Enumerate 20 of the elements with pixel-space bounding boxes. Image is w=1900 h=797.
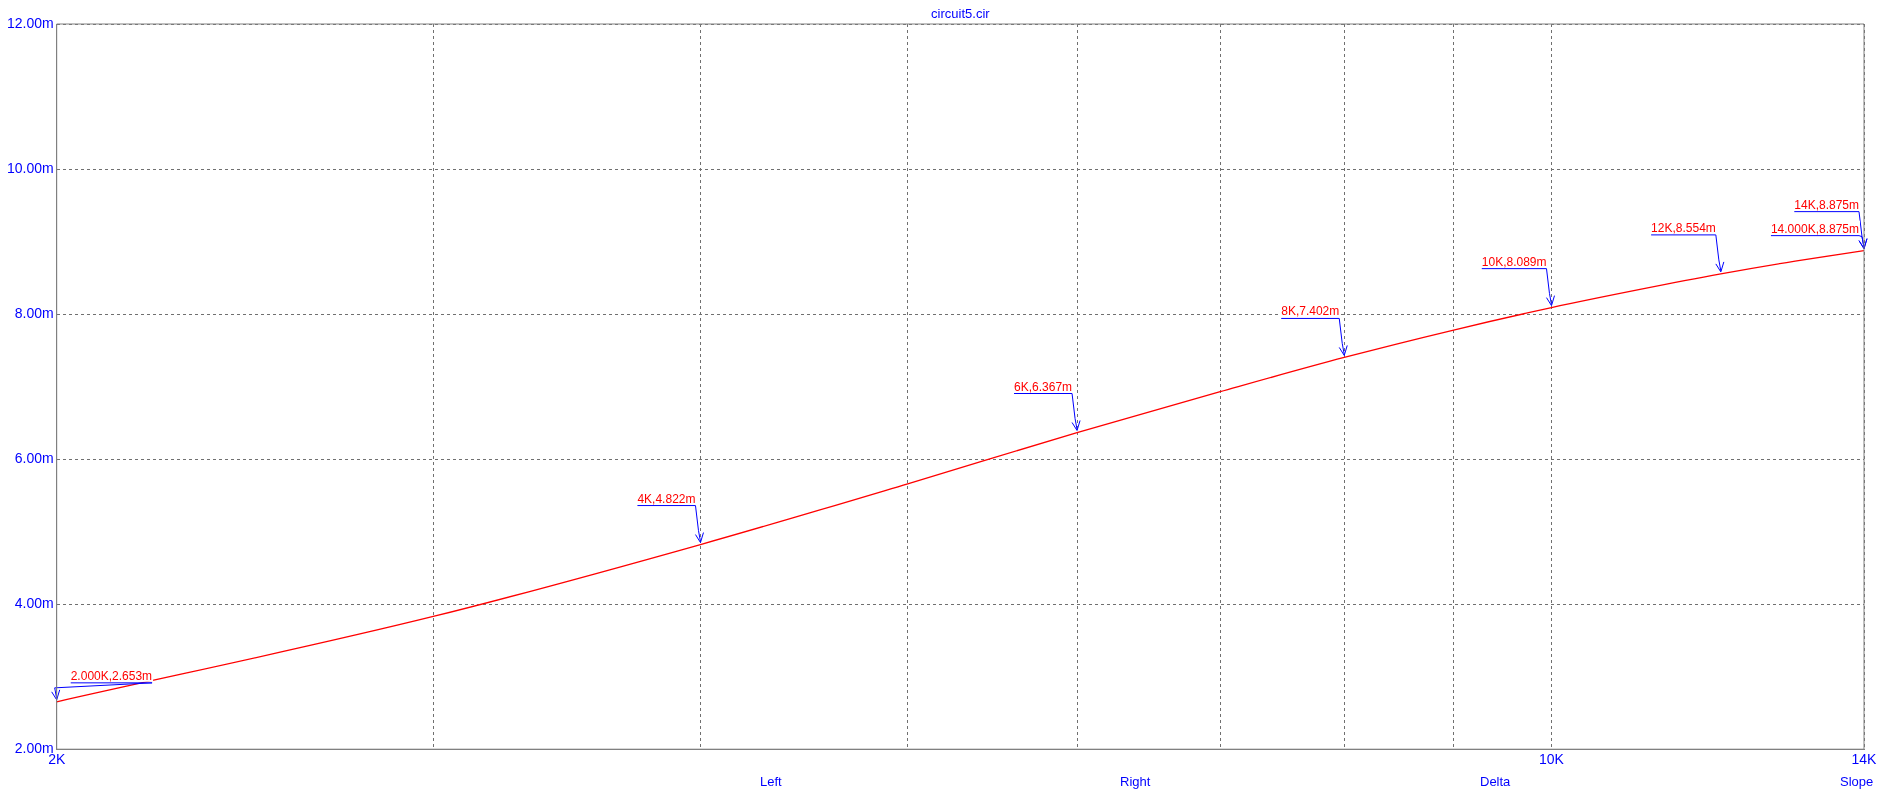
y-tick-label: 10.00m xyxy=(6,159,54,176)
y-tick-label: 4.00m xyxy=(14,595,54,612)
text: Slope xyxy=(1840,774,1874,789)
x-tick-label: 14K xyxy=(1851,751,1878,768)
annotation: 4K,4.822m xyxy=(637,491,696,506)
x-tick-label: 10K xyxy=(1539,751,1565,768)
y-tick-label: 12.00m xyxy=(6,14,54,31)
chart-title: circuit5.cir xyxy=(931,6,991,22)
text: Right xyxy=(1120,774,1151,789)
annotation: 10K,8.089m xyxy=(1481,254,1547,269)
text: Left xyxy=(760,774,782,789)
y-tick-label: 6.00m xyxy=(14,449,54,466)
y-tick-label: 8.00m xyxy=(14,304,54,321)
annotation: 2.000K,2.653m xyxy=(70,668,153,683)
annotation: 12K,8.554m xyxy=(1651,220,1716,235)
text: Delta xyxy=(1480,774,1511,789)
annotation: 14.000K,8.875m xyxy=(1770,221,1860,236)
annotation: 8K,7.402m xyxy=(1281,304,1340,319)
annotation: 14K,8.875m xyxy=(1794,197,1860,212)
annotation: 6K,6.367m xyxy=(1014,379,1073,394)
